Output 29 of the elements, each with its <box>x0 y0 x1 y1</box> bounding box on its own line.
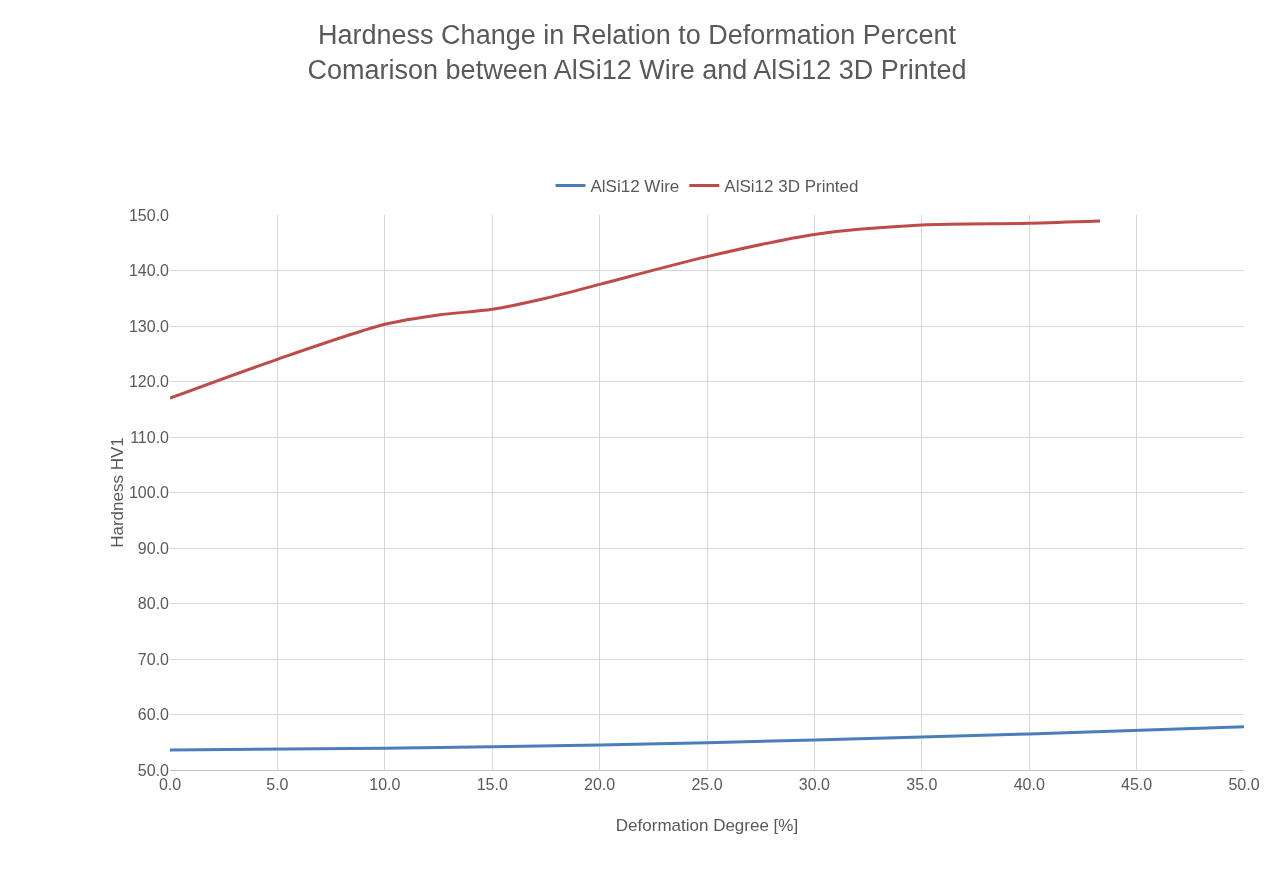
x-axis-title: Deformation Degree [%] <box>615 816 799 835</box>
x-tick-label: 10.0 <box>369 776 401 794</box>
y-tick-label: 150.0 <box>128 206 170 224</box>
x-tick-label: 30.0 <box>798 776 831 794</box>
x-tick-label: 40.0 <box>1013 776 1045 794</box>
line-series <box>170 725 1244 752</box>
y-tick-label: 110.0 <box>130 428 170 446</box>
y-tick-label: 100.0 <box>128 484 170 502</box>
y-tick-label: 130.0 <box>128 317 170 335</box>
x-tick-label: 15.0 <box>476 776 508 794</box>
x-tick-label: 35.0 <box>906 776 938 794</box>
y-tick-label: 140.0 <box>128 262 170 280</box>
x-tick-label: 50.0 <box>1228 776 1260 794</box>
y-tick-label: 60.0 <box>137 706 170 724</box>
y-tick-label: 120.0 <box>128 373 170 391</box>
x-tick-label: 20.0 <box>584 776 616 794</box>
legend-label: AlSi12 3D Printed <box>724 177 859 197</box>
y-axis-title: Hardness HV1 <box>107 437 127 548</box>
y-tick-label: 50.0 <box>137 761 170 779</box>
y-tick-label: 70.0 <box>137 650 170 668</box>
y-tick-label: 80.0 <box>137 595 170 613</box>
x-tick-label: 5.0 <box>266 776 289 794</box>
x-tick-label: 25.0 <box>691 776 723 794</box>
legend-label: AlSi12 Wire <box>590 177 680 197</box>
chart-title: Hardness Change in Relation to Deformation Percent Comarison between AlSi12 Wire and AlSi12 3D Printed <box>307 19 967 85</box>
y-tick-label: 90.0 <box>137 539 170 557</box>
x-tick-label: 0.0 <box>158 776 182 794</box>
x-tick-label: 45.0 <box>1121 776 1153 794</box>
line-series <box>170 219 1102 400</box>
